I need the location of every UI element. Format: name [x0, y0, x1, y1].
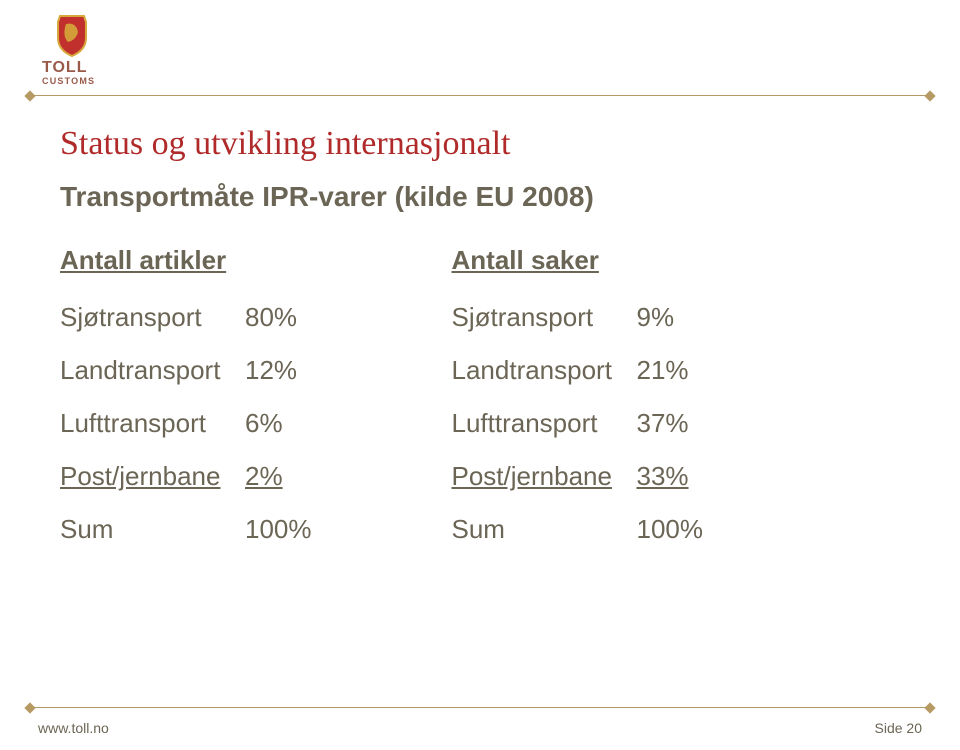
- column-header: Antall artikler: [60, 245, 312, 276]
- footer-page-number: Side 20: [875, 720, 923, 736]
- row-label: Post/jernbane: [452, 461, 637, 492]
- data-row: Sjøtransport9%: [452, 302, 704, 333]
- row-label: Lufttransport: [60, 408, 245, 439]
- row-label: Landtransport: [60, 355, 245, 386]
- row-label: Sjøtransport: [452, 302, 637, 333]
- footer-page-value: 20: [906, 720, 922, 736]
- data-row: Sum100%: [60, 514, 312, 545]
- row-label: Sum: [452, 514, 637, 545]
- footer-url: www.toll.no: [38, 720, 109, 736]
- row-label: Landtransport: [452, 355, 637, 386]
- row-value: 21%: [637, 355, 689, 386]
- row-value: 100%: [637, 514, 704, 545]
- data-row: Landtransport12%: [60, 355, 312, 386]
- column-antall-saker: Antall saker Sjøtransport9%Landtransport…: [452, 231, 704, 567]
- row-value: 6%: [245, 408, 283, 439]
- slide-title: Status og utvikling internasjonalt: [60, 125, 900, 163]
- slide-subtitle: Transportmåte IPR-varer (kilde EU 2008): [60, 181, 900, 213]
- row-value: 37%: [637, 408, 689, 439]
- row-label: Sum: [60, 514, 245, 545]
- columns-container: Antall artikler Sjøtransport80%Landtrans…: [60, 231, 900, 567]
- column-antall-artikler: Antall artikler Sjøtransport80%Landtrans…: [60, 231, 312, 567]
- data-row: Lufttransport6%: [60, 408, 312, 439]
- row-value: 33%: [637, 461, 689, 492]
- data-row: Sum100%: [452, 514, 704, 545]
- logo-text-customs: CUSTOMS: [42, 76, 95, 86]
- row-value: 100%: [245, 514, 312, 545]
- data-row: Landtransport21%: [452, 355, 704, 386]
- toll-customs-logo: TOLL CUSTOMS: [42, 14, 112, 86]
- data-row: Lufttransport37%: [452, 408, 704, 439]
- row-label: Lufttransport: [452, 408, 637, 439]
- column-header: Antall saker: [452, 245, 704, 276]
- slide-content: Status og utvikling internasjonalt Trans…: [60, 125, 900, 567]
- top-horizontal-rule: [30, 95, 930, 96]
- data-row: Sjøtransport80%: [60, 302, 312, 333]
- row-value: 9%: [637, 302, 675, 333]
- bottom-horizontal-rule: [30, 707, 930, 708]
- data-row: Post/jernbane2%: [60, 461, 312, 492]
- footer-page-prefix: Side: [875, 720, 907, 736]
- row-value: 12%: [245, 355, 297, 386]
- row-value: 2%: [245, 461, 283, 492]
- data-row: Post/jernbane33%: [452, 461, 704, 492]
- logo-text-toll: TOLL: [42, 59, 87, 76]
- row-value: 80%: [245, 302, 297, 333]
- row-label: Post/jernbane: [60, 461, 245, 492]
- row-label: Sjøtransport: [60, 302, 245, 333]
